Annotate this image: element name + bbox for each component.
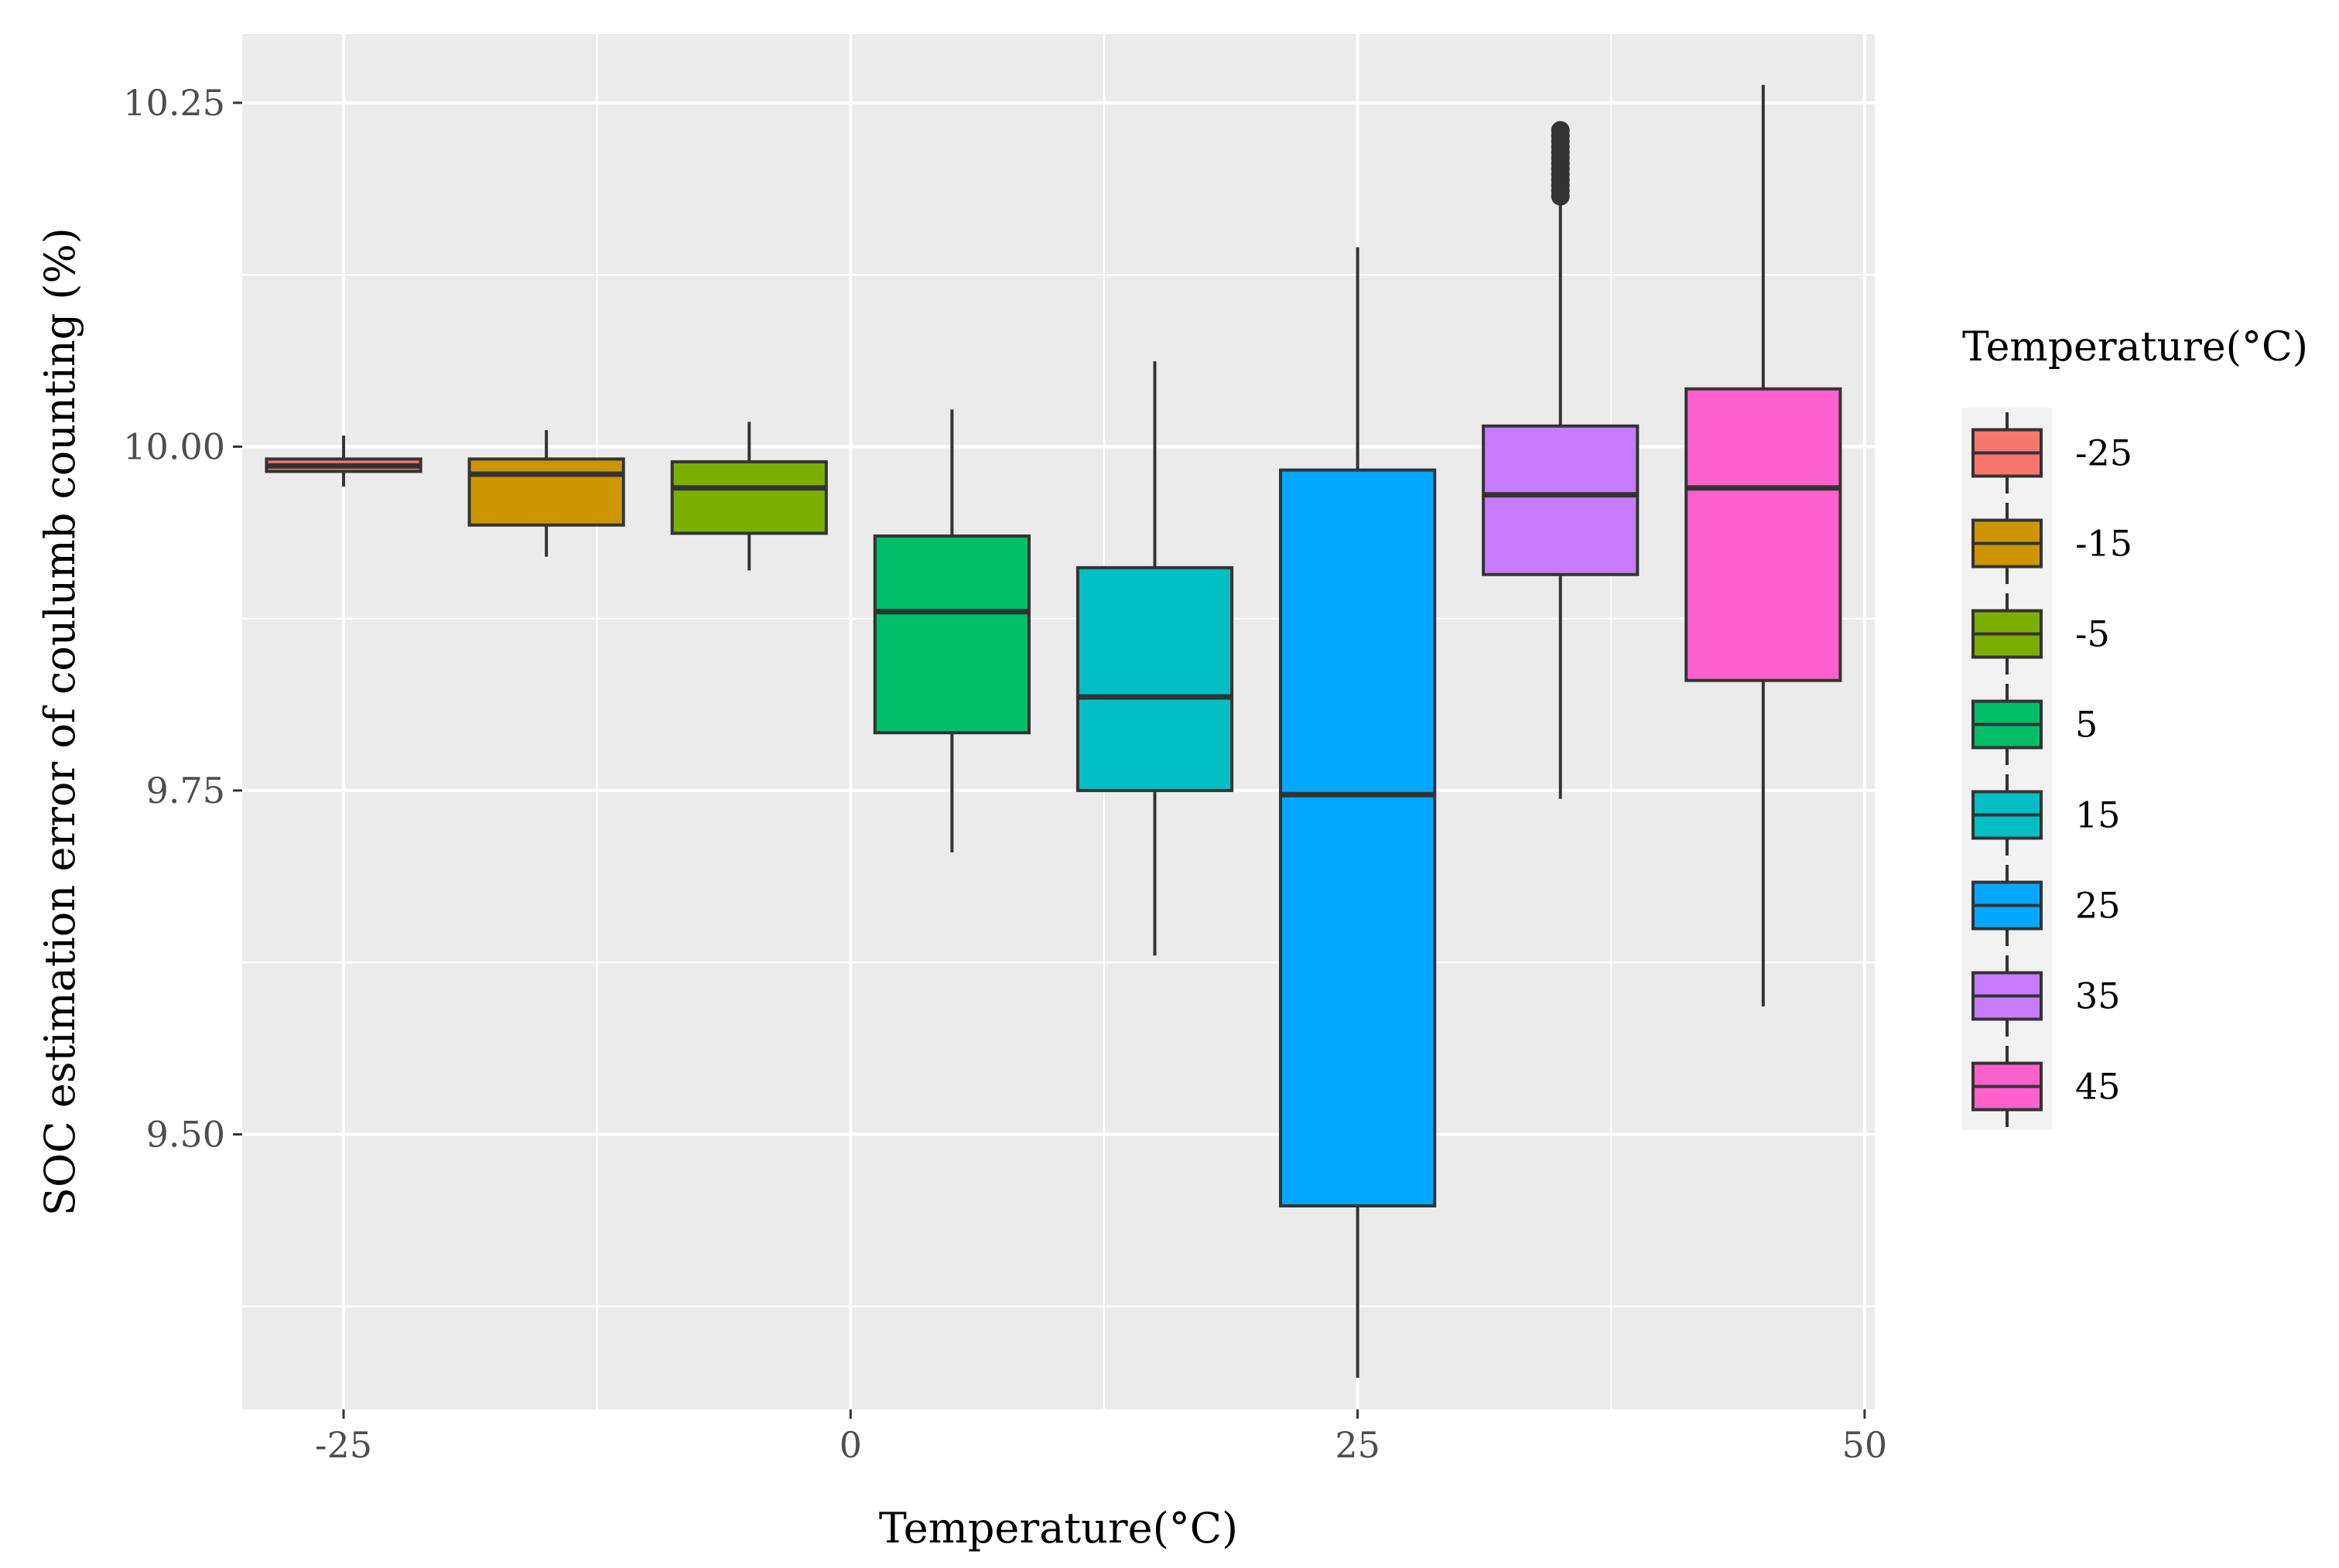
box-body [873, 534, 1031, 735]
x-tick-label: 25 [1335, 1424, 1380, 1466]
legend-label: -15 [2075, 523, 2132, 565]
outlier-point [1551, 121, 1570, 140]
legend-key--5 [1971, 593, 2043, 675]
box-body [1075, 565, 1234, 792]
x-tick-label: 50 [1842, 1424, 1888, 1466]
legend-key-5 [1971, 684, 2043, 765]
x-tick-label: 0 [840, 1424, 862, 1466]
box-body [1482, 424, 1640, 576]
legend-key--15 [1971, 503, 2043, 584]
box-body [1684, 387, 1842, 682]
x-axis-title: Temperature(°C) [879, 1504, 1238, 1553]
legend-label: 15 [2075, 794, 2121, 836]
box-body [1279, 468, 1437, 1208]
box-body [670, 459, 828, 535]
legend-key-15 [1971, 774, 2043, 856]
box-body [467, 457, 625, 527]
legend-label: 25 [2075, 885, 2121, 927]
x-axis: -25 0 25 50 [315, 1409, 1887, 1466]
legend-label: 5 [2075, 704, 2098, 746]
legend-title: Temperature(°C) [1962, 324, 2308, 371]
legend-key--25 [1971, 412, 2043, 494]
y-tick-label: 10.25 [123, 82, 225, 124]
legend-key-45 [1971, 1046, 2043, 1127]
y-tick-label: 9.50 [146, 1113, 225, 1155]
box--25 [265, 436, 422, 487]
legend: Temperature(°C) -25 -15 -5 5 15 25 35 45 [1962, 324, 2308, 1130]
y-axis-title: SOC estimation error of coulumb counting… [36, 227, 84, 1216]
x-tick-label: -25 [315, 1424, 372, 1466]
box-15 [1075, 361, 1234, 956]
y-tick-label: 9.75 [146, 770, 225, 811]
box-35 [1482, 121, 1640, 799]
panel-background [242, 34, 1875, 1409]
boxes-layer [265, 84, 1842, 1378]
box--15 [467, 430, 625, 557]
legend-key-35 [1971, 955, 2043, 1037]
box--5 [670, 422, 828, 571]
legend-key-25 [1971, 865, 2043, 946]
legend-label: 45 [2075, 1066, 2121, 1108]
legend-label: -5 [2075, 613, 2110, 655]
box-25 [1279, 247, 1437, 1378]
box-5 [873, 409, 1031, 852]
y-tick-label: 10.00 [123, 425, 225, 467]
box-45 [1684, 84, 1842, 1007]
legend-label: -25 [2075, 432, 2132, 474]
y-axis: 9.50 9.75 10.00 10.25 [123, 82, 242, 1155]
legend-label: 35 [2075, 975, 2121, 1017]
